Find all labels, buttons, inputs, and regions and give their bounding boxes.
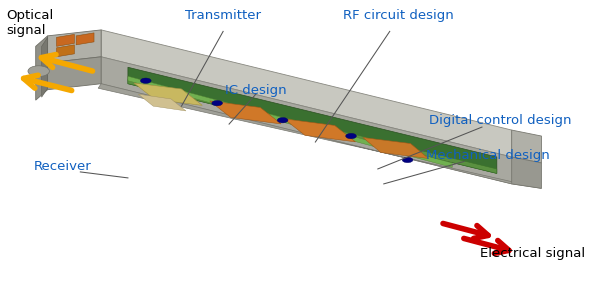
Polygon shape bbox=[36, 36, 48, 100]
Circle shape bbox=[402, 157, 413, 163]
Text: Transmitter: Transmitter bbox=[185, 9, 261, 22]
Polygon shape bbox=[134, 83, 202, 106]
Circle shape bbox=[277, 118, 288, 123]
Polygon shape bbox=[363, 138, 428, 158]
Polygon shape bbox=[76, 33, 94, 45]
Polygon shape bbox=[138, 94, 186, 111]
Circle shape bbox=[346, 133, 356, 139]
Polygon shape bbox=[48, 30, 101, 63]
Text: Optical
signal: Optical signal bbox=[6, 9, 53, 37]
Polygon shape bbox=[48, 57, 101, 90]
Polygon shape bbox=[128, 76, 452, 167]
Polygon shape bbox=[128, 67, 497, 173]
Circle shape bbox=[140, 78, 151, 83]
Text: Mechanical design: Mechanical design bbox=[426, 150, 550, 162]
Text: Receiver: Receiver bbox=[33, 160, 92, 173]
Text: Electrical signal: Electrical signal bbox=[480, 247, 585, 260]
Circle shape bbox=[212, 100, 223, 106]
Polygon shape bbox=[128, 79, 497, 173]
Polygon shape bbox=[101, 57, 512, 184]
Polygon shape bbox=[57, 34, 74, 46]
Polygon shape bbox=[98, 84, 541, 188]
Polygon shape bbox=[512, 157, 541, 188]
Polygon shape bbox=[42, 37, 48, 97]
Polygon shape bbox=[512, 130, 541, 163]
Polygon shape bbox=[57, 45, 74, 57]
Polygon shape bbox=[101, 30, 512, 157]
Circle shape bbox=[28, 66, 49, 77]
Polygon shape bbox=[210, 101, 281, 124]
Text: RF circuit design: RF circuit design bbox=[343, 9, 454, 22]
Text: IC design: IC design bbox=[225, 84, 287, 97]
Text: Digital control design: Digital control design bbox=[428, 114, 571, 126]
Polygon shape bbox=[284, 119, 356, 142]
